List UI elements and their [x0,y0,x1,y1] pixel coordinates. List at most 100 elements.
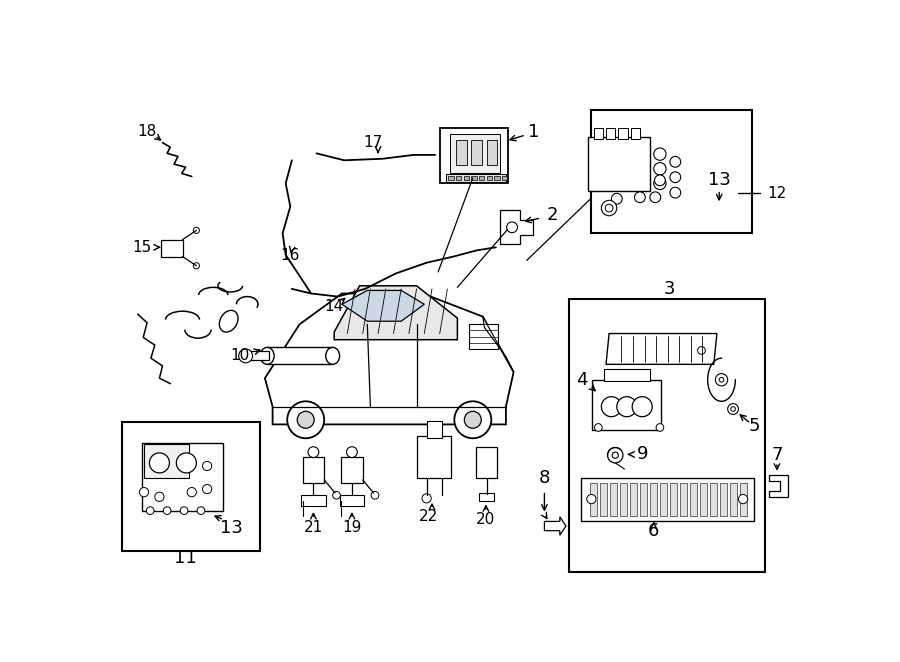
Bar [487,175,492,180]
Text: 1: 1 [528,122,539,141]
Bar [267,348,333,364]
Circle shape [197,507,205,514]
Bar [592,380,662,430]
Circle shape [612,452,618,458]
Circle shape [149,453,169,473]
Text: 8: 8 [539,469,550,487]
Text: 16: 16 [281,248,300,263]
Bar [142,443,223,510]
Circle shape [601,201,617,216]
Text: 5: 5 [748,417,760,435]
Circle shape [611,193,622,204]
Circle shape [297,411,314,428]
Circle shape [616,397,637,416]
Text: 6: 6 [648,522,660,540]
Bar [640,483,647,516]
Bar [161,240,183,257]
Bar [599,483,607,516]
Bar [479,493,494,500]
Text: 3: 3 [663,280,675,298]
Ellipse shape [326,348,339,364]
Circle shape [202,461,211,471]
Bar [590,111,752,234]
Bar [464,175,469,180]
Bar [341,457,363,483]
Circle shape [187,487,196,496]
Bar [589,137,650,191]
Circle shape [422,494,431,503]
Bar [246,352,269,361]
Circle shape [716,373,728,386]
Bar [456,175,461,180]
Bar [302,495,326,506]
Polygon shape [500,211,533,244]
Bar [472,175,477,180]
Bar [339,495,365,506]
Bar [606,128,616,139]
Circle shape [464,411,482,428]
Bar [450,134,500,173]
Text: 10: 10 [230,348,249,363]
Text: 18: 18 [138,124,157,139]
Circle shape [587,495,596,504]
Bar [730,483,737,516]
Bar [487,140,498,165]
Bar [456,140,466,165]
Bar [700,483,706,516]
Text: 14: 14 [325,299,344,314]
Circle shape [507,222,517,232]
Circle shape [595,424,602,432]
Text: 22: 22 [419,509,438,524]
Bar [476,447,498,477]
Circle shape [719,377,724,382]
Text: 17: 17 [363,135,382,150]
Circle shape [176,453,196,473]
Polygon shape [770,475,788,496]
Bar [690,483,697,516]
Ellipse shape [260,348,274,364]
Bar [618,128,627,139]
Bar [502,175,508,180]
Bar [710,483,717,516]
Circle shape [608,448,623,463]
Circle shape [670,156,680,167]
Text: 19: 19 [342,520,362,535]
Bar [650,483,657,516]
Bar [469,324,499,349]
Circle shape [346,447,357,457]
Text: 13: 13 [220,518,243,537]
Circle shape [731,406,735,411]
Circle shape [653,148,666,160]
Circle shape [371,491,379,499]
Bar [144,444,189,479]
Circle shape [653,177,666,189]
Circle shape [656,424,664,432]
Bar [631,128,640,139]
Bar [418,436,451,479]
Text: 20: 20 [476,512,496,528]
Circle shape [333,491,340,499]
Bar [720,483,727,516]
Polygon shape [606,334,717,364]
Circle shape [238,349,253,363]
Polygon shape [482,316,514,372]
Circle shape [155,492,164,501]
Circle shape [670,187,680,198]
Bar [740,483,747,516]
Circle shape [194,227,200,234]
Bar [604,369,650,381]
Circle shape [728,404,738,414]
Circle shape [634,192,645,203]
Bar [302,457,324,483]
Circle shape [194,263,200,269]
Text: 13: 13 [707,171,731,189]
Circle shape [202,485,211,494]
Circle shape [698,347,706,354]
Bar [610,483,616,516]
Circle shape [738,495,748,504]
Bar [448,175,454,180]
Bar [427,421,442,438]
Circle shape [605,204,613,212]
Polygon shape [265,293,514,424]
Bar [620,483,626,516]
